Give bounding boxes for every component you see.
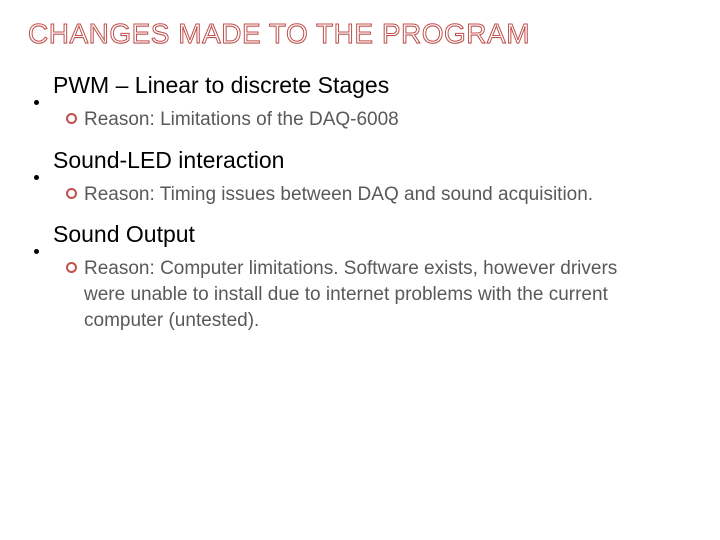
bullet-icon: [34, 249, 39, 254]
list-item: Sound-LED interaction Reason: Timing iss…: [34, 147, 692, 208]
sub-text: Reason: Limitations of the DAQ-6008: [84, 107, 429, 133]
reason-body: Computer limitations. Software exists, h…: [84, 258, 617, 330]
bullet-icon: [34, 175, 39, 180]
sub-item: Reason: Computer limitations. Software e…: [34, 256, 692, 333]
list-item: Sound Output Reason: Computer limitation…: [34, 221, 692, 333]
slide-title: CHANGES MADE TO THE PROGRAM: [28, 18, 692, 50]
bullet-icon: [34, 100, 39, 105]
list-item: PWM – Linear to discrete Stages Reason: …: [34, 72, 692, 133]
item-title: Sound-LED interaction: [53, 147, 284, 174]
sub-text: Reason: Computer limitations. Software e…: [84, 256, 692, 333]
content-area: PWM – Linear to discrete Stages Reason: …: [28, 72, 692, 333]
reason-body: Timing issues between DAQ and sound acqu…: [160, 184, 593, 205]
item-title: PWM – Linear to discrete Stages: [53, 72, 389, 99]
sub-text: Reason: Timing issues between DAQ and so…: [84, 182, 623, 208]
reason-label: Reason:: [84, 258, 155, 279]
reason-label: Reason:: [84, 184, 155, 205]
ring-bullet-icon: [66, 188, 77, 199]
ring-bullet-icon: [66, 113, 77, 124]
reason-label: Reason:: [84, 109, 155, 130]
sub-item: Reason: Timing issues between DAQ and so…: [34, 182, 692, 208]
sub-item: Reason: Limitations of the DAQ-6008: [34, 107, 692, 133]
ring-bullet-icon: [66, 262, 77, 273]
reason-body: Limitations of the DAQ-6008: [160, 109, 399, 130]
item-title: Sound Output: [53, 221, 195, 248]
